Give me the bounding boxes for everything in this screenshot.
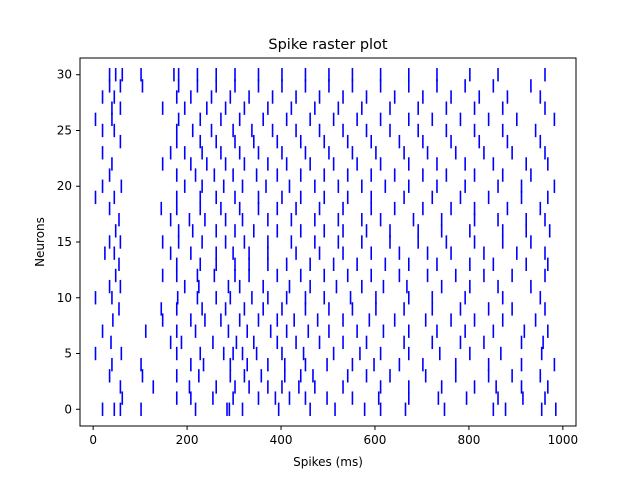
y-tick-label: 5 — [64, 347, 72, 361]
y-tick-label: 25 — [57, 123, 72, 137]
y-tick-label: 30 — [57, 68, 72, 82]
y-axis-ticks: 0 5 10 15 20 25 30 — [57, 68, 80, 416]
y-tick-label: 15 — [57, 235, 72, 249]
spike-marks — [94, 68, 557, 416]
y-tick-label: 10 — [57, 291, 72, 305]
y-tick-label: 20 — [57, 179, 72, 193]
x-tick-label: 600 — [364, 433, 387, 447]
x-tick-label: 800 — [457, 433, 480, 447]
plot-frame — [79, 57, 577, 427]
x-tick-label: 1000 — [548, 433, 579, 447]
y-tick-label: 0 — [64, 402, 72, 416]
x-axis-ticks: 0 200 400 600 800 1000 — [89, 426, 578, 447]
x-axis-label: Spikes (ms) — [293, 455, 363, 469]
y-axis-label: Neurons — [33, 217, 47, 267]
x-tick-label: 0 — [89, 433, 97, 447]
x-tick-label: 400 — [270, 433, 293, 447]
x-tick-label: 200 — [176, 433, 199, 447]
chart-title: Spike raster plot — [268, 37, 388, 53]
